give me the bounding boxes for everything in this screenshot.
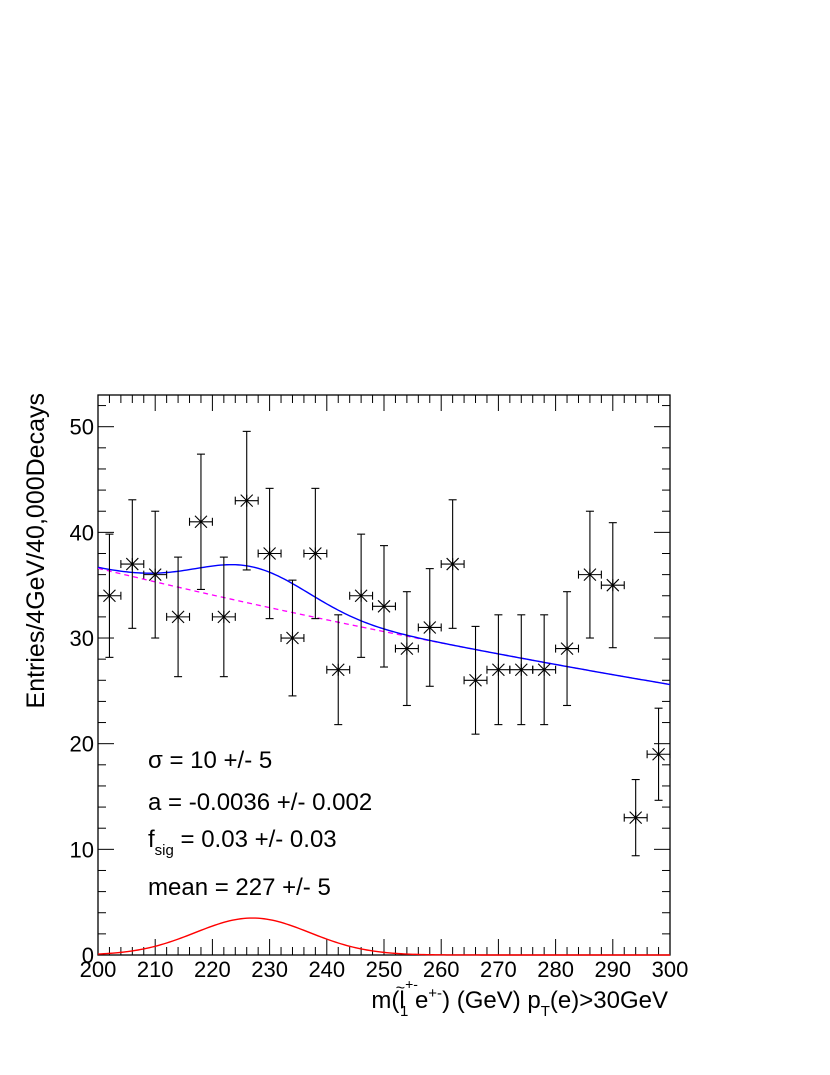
x-tick-label: 270 (480, 957, 517, 982)
fsig-annotation: fsig = 0.03 +/- 0.03 (148, 826, 337, 859)
x-tick-label: 280 (537, 957, 574, 982)
data-point (486, 614, 511, 726)
plot-frame (97, 394, 671, 956)
data-point (303, 487, 328, 620)
data-point (234, 430, 259, 571)
y-tick-label: 40 (70, 520, 94, 545)
data-point (143, 510, 168, 639)
mean-annotation: mean = 227 +/- 5 (148, 874, 331, 901)
data-point (600, 522, 625, 649)
x-tick-label: 240 (308, 957, 345, 982)
data-point (280, 579, 305, 697)
x-tick-label: 210 (137, 957, 174, 982)
sigma-annotation: σ = 10 +/- 5 (148, 747, 272, 774)
signal-fit-curve (97, 917, 670, 956)
data-point (349, 533, 374, 658)
data-point (440, 499, 465, 629)
y-tick-label: 10 (70, 837, 94, 862)
x-tick-label: 290 (594, 957, 631, 982)
data-point (211, 556, 236, 678)
y-tick-label: 20 (70, 732, 94, 757)
data-points (97, 430, 671, 857)
axis-tick-labels: 200 210 220 230 240 250 260 270 280 290 300 0 10 20 30… (70, 415, 689, 982)
y-tick-label: 30 (70, 626, 94, 651)
data-point (97, 533, 122, 658)
data-point (577, 510, 602, 639)
data-point (555, 591, 580, 707)
data-point (326, 614, 351, 726)
x-tick-label: 200 (80, 957, 117, 982)
data-point (463, 625, 488, 735)
y-axis-label: Entries/4GeV/40,000Decays (22, 393, 50, 708)
data-point (120, 499, 145, 629)
x-axis-label: m(l~+-1 e+-) (GeV) pT(e)>30GeV (371, 976, 668, 1020)
y-tick-label: 0 (82, 943, 94, 968)
y-tick-label: 50 (70, 415, 94, 440)
x-tick-label: 260 (423, 957, 460, 982)
plot-border (97, 394, 671, 956)
data-point (372, 545, 396, 668)
data-point (646, 707, 671, 801)
a-annotation: a = -0.0036 +/- 0.002 (148, 789, 372, 816)
x-tick-label: 230 (251, 957, 288, 982)
data-point (509, 614, 534, 726)
data-point (188, 453, 213, 590)
axis-ticks (97, 395, 671, 956)
data-point (417, 568, 442, 687)
x-tick-label: 250 (366, 957, 403, 982)
data-point (532, 614, 557, 726)
data-point (394, 591, 419, 707)
x-tick-label: 220 (194, 957, 231, 982)
data-point (257, 487, 282, 620)
x-tick-label: 300 (652, 957, 689, 982)
data-point (166, 556, 191, 678)
fit-parameters: σ = 10 +/- 5 a = -0.0036 +/- 0.002 fsig … (148, 747, 372, 901)
data-point (623, 778, 648, 857)
